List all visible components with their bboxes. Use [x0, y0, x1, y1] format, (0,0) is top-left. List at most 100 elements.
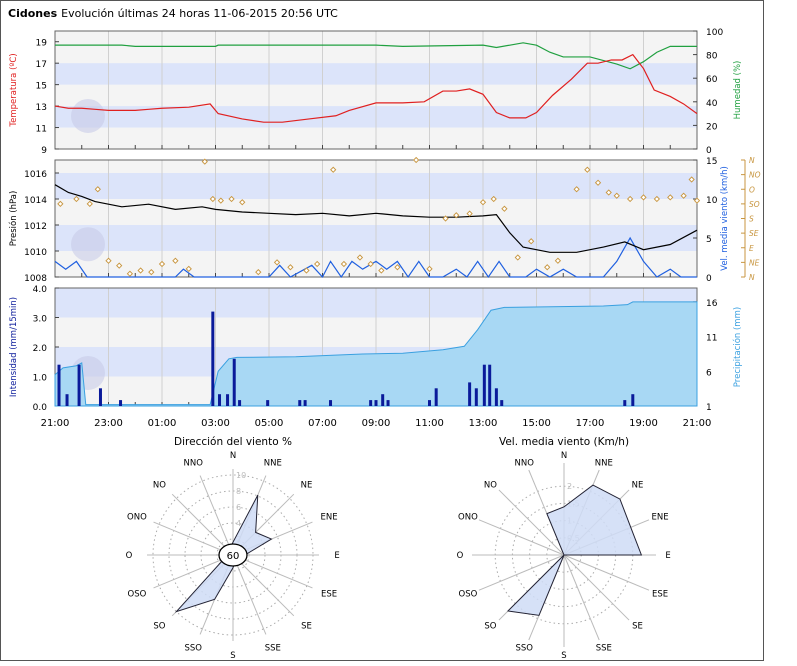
y-tick-label: 1012	[24, 222, 47, 232]
y2-tick-label: 40	[706, 99, 718, 109]
intensity-bar	[381, 394, 385, 406]
y-tick-label: 9	[41, 146, 47, 156]
x-tick-label: 13:00	[469, 418, 498, 429]
y2-axis-label: Vel. media viento (km/h)	[720, 166, 730, 271]
y2-tick-label: 16	[706, 299, 718, 309]
x-tick-label: 07:00	[308, 418, 337, 429]
wind-direction-rose-spoke	[199, 475, 234, 556]
x-tick-label: 03:00	[201, 418, 230, 429]
intensity-bar	[631, 394, 635, 406]
wind-direction-point	[137, 267, 144, 274]
intensity-bar	[232, 358, 236, 406]
y-tick-label: 1010	[24, 248, 47, 258]
wind-direction-rose-spoke	[232, 554, 267, 635]
station-name: Cidones	[8, 7, 58, 20]
wind-speed-rose-ring-label: 2	[567, 482, 572, 491]
wind-direction-point	[573, 186, 580, 193]
x-tick-label: 15:00	[522, 418, 551, 429]
wind-direction-rose-direction-label: NO	[153, 480, 166, 490]
wind-direction-point	[605, 189, 612, 196]
intensity-bar	[623, 400, 627, 406]
x-tick-label: 11:00	[415, 418, 444, 429]
intensity-bar	[386, 400, 390, 406]
watermark-logo	[71, 98, 105, 133]
wind-direction-rose-direction-label: SE	[301, 622, 312, 632]
wind-direction-rose-ring-label: 4	[236, 519, 241, 528]
y-tick-label: 3.0	[33, 315, 48, 325]
y2-tick-label: 0	[706, 274, 712, 284]
wind-direction-point	[239, 199, 246, 206]
wind-speed-rose-direction-label: E	[665, 551, 670, 561]
intensity-bar	[482, 364, 486, 406]
y2-tick-label: 100	[706, 28, 723, 38]
wind-direction-point	[640, 194, 647, 201]
wind-direction-point	[94, 186, 101, 193]
wind-direction-point	[73, 195, 80, 203]
intensity-bar	[474, 388, 478, 406]
wind-direction-point	[426, 265, 433, 273]
y2-tick-label: 5	[706, 235, 712, 245]
wind-direction-point	[148, 268, 155, 276]
intensity-bar	[428, 400, 431, 406]
intensity-bar	[500, 400, 504, 406]
wind-direction-point	[490, 195, 497, 203]
y-tick-label: 13	[36, 103, 47, 113]
wind-direction-point	[57, 200, 64, 208]
wind-speed-rose-direction-label: S	[561, 651, 566, 661]
wind-direction-point	[442, 215, 449, 222]
intensity-bar	[374, 400, 378, 406]
wind-direction-point	[105, 257, 112, 264]
wind-speed-rose-direction-label: ONO	[458, 513, 478, 523]
subtitle: Evolución últimas 24 horas 11-06-2015 20…	[61, 7, 338, 20]
intensity-bar	[329, 400, 333, 406]
wind-direction-rose-direction-label: SO	[153, 622, 165, 632]
intensity-bar	[57, 364, 61, 406]
wind-direction-rose-spoke	[153, 554, 234, 589]
wind-direction-rose-spoke	[232, 554, 313, 589]
intensity-bar	[218, 394, 222, 406]
x-tick-label: 19:00	[629, 418, 658, 429]
wind-speed-rose-direction-label: SSE	[596, 643, 612, 653]
wind-direction-rose-direction-label: OSO	[128, 589, 147, 599]
wind-direction-rose-direction-label: SSE	[265, 643, 281, 653]
direction-tick-label: NO	[749, 171, 761, 180]
y-tick-label: 15	[36, 82, 47, 92]
wind-direction-point	[314, 260, 321, 268]
calm-circle	[218, 543, 248, 567]
wind-speed-rose-direction-label: O	[457, 551, 464, 561]
y2-tick-label: 10	[706, 196, 718, 206]
wind-direction-rose-title: Dirección del viento %	[174, 436, 292, 448]
wind-speed-rose-direction-label: N	[561, 451, 567, 461]
wind-speed-rose-spoke	[478, 519, 565, 556]
wind-direction-point	[501, 205, 508, 212]
y2-tick-label: 60	[706, 75, 718, 85]
y2-tick-label: 11	[706, 334, 717, 344]
wind-direction-point	[273, 259, 281, 266]
wind-speed-rose-direction-label: NO	[484, 480, 497, 490]
wind-direction-rose-direction-label: NE	[301, 480, 313, 490]
wind-direction-rose-direction-label: S	[230, 651, 235, 661]
intensity-bar	[211, 311, 215, 406]
x-tick-label: 17:00	[576, 418, 605, 429]
wind-direction-rose-direction-label: NNE	[264, 459, 282, 469]
y-tick-label: 1016	[24, 170, 47, 180]
wind-direction-point	[680, 192, 687, 199]
wind-speed-rose-spoke	[563, 554, 650, 591]
intensity-bar	[119, 400, 123, 406]
wind-direction-point	[544, 264, 551, 271]
y-tick-label: 19	[36, 39, 48, 49]
wind-direction-point	[116, 262, 123, 269]
wind-direction-point	[287, 264, 294, 271]
intensity-bar	[369, 400, 373, 406]
direction-tick-label: SE	[749, 229, 759, 238]
y-axis-label: Intensidad (mm/15min)	[9, 297, 19, 397]
wind-speed-rose-direction-label: ESE	[652, 589, 668, 599]
intensity-bar	[98, 388, 102, 406]
wind-direction-rose-ring-label: 10	[236, 471, 246, 480]
y-tick-label: 4.0	[33, 285, 48, 295]
pressure-line	[54, 184, 698, 253]
page-title: Cidones Evolución últimas 24 horas 11-06-…	[8, 7, 338, 20]
y2-tick-label: 20	[706, 122, 718, 132]
